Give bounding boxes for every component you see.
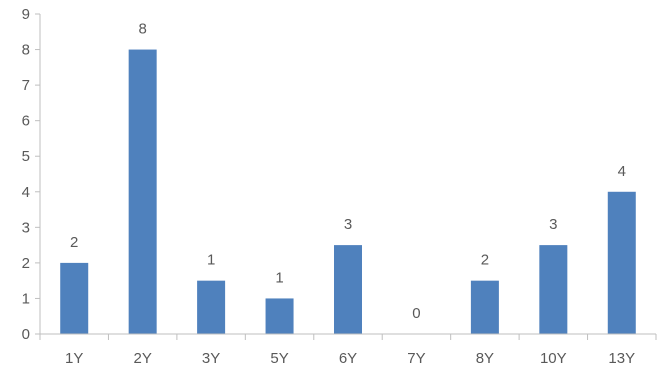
data-labels: 2 8 1 1 3 0 2 3 4 xyxy=(70,21,626,322)
data-label-3Y: 1 xyxy=(207,252,215,269)
bar-13Y xyxy=(607,191,636,334)
data-label-8Y: 2 xyxy=(481,252,489,269)
y-axis-tick-labels: 0 1 2 3 4 5 6 7 8 9 xyxy=(22,6,30,343)
bar-3Y xyxy=(197,280,226,334)
y-tick-label: 0 xyxy=(22,326,30,343)
y-tick-label: 1 xyxy=(22,290,30,307)
data-label-7Y: 0 xyxy=(412,305,420,322)
x-axis-ticks xyxy=(39,334,657,340)
x-tick-label-2Y: 2Y xyxy=(133,350,151,367)
y-tick-label: 7 xyxy=(22,77,30,94)
y-tick-label: 6 xyxy=(22,113,30,130)
bar-2Y xyxy=(128,49,157,335)
x-tick-label-10Y: 10Y xyxy=(540,350,567,367)
data-label-2Y: 8 xyxy=(138,21,146,38)
data-label-6Y: 3 xyxy=(344,216,352,233)
y-tick-label: 4 xyxy=(22,184,30,201)
x-tick-label-1Y: 1Y xyxy=(65,350,83,367)
y-tick-label: 5 xyxy=(22,148,30,165)
x-axis-tick-labels: 1Y 2Y 3Y 5Y 6Y 7Y 8Y 10Y 13Y xyxy=(65,350,635,367)
bar-5Y xyxy=(265,298,294,334)
y-tick-label: 3 xyxy=(22,219,30,236)
x-tick-label-3Y: 3Y xyxy=(202,350,220,367)
data-label-13Y: 4 xyxy=(618,163,626,180)
bar-6Y xyxy=(334,245,362,334)
x-tick-label-6Y: 6Y xyxy=(339,350,357,367)
y-axis-ticks xyxy=(35,13,40,335)
x-tick-label-8Y: 8Y xyxy=(476,350,494,367)
bar-1Y xyxy=(60,262,89,334)
x-tick-label-13Y: 13Y xyxy=(608,350,635,367)
bar-10Y xyxy=(539,245,568,334)
x-tick-label-7Y: 7Y xyxy=(407,350,425,367)
data-label-10Y: 3 xyxy=(549,216,557,233)
y-tick-label: 8 xyxy=(22,42,30,59)
x-tick-label-5Y: 5Y xyxy=(270,350,288,367)
y-tick-label: 2 xyxy=(22,255,30,272)
data-label-5Y: 1 xyxy=(275,269,283,286)
y-tick-label: 9 xyxy=(22,6,30,23)
bars xyxy=(60,49,636,335)
bar-8Y xyxy=(470,280,499,334)
data-label-1Y: 2 xyxy=(70,234,78,251)
